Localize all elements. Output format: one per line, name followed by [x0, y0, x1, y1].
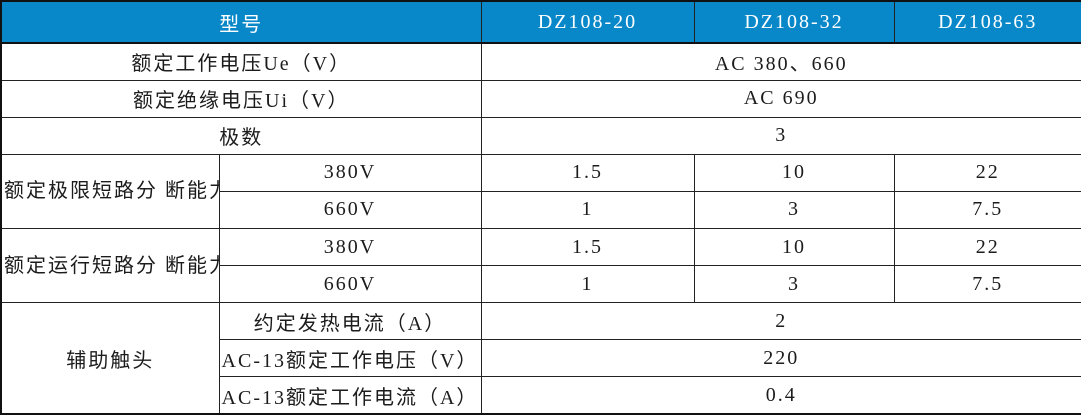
icu-group-label: 额定极限短路分 断能力Icu（kA）	[0, 153, 220, 229]
row-poles: 极数 3	[0, 116, 1081, 155]
ics-660v-dz108-20: 1	[480, 265, 695, 304]
row-aux-thermal-current: 辅助触头 约定发热电流（A） 2	[0, 302, 1081, 415]
header-model-label: 型号	[0, 0, 482, 44]
icu-380v-dz108-32: 10	[693, 153, 895, 192]
row-icu-380v: 额定极限短路分 断能力Icu（kA） 380V 1.5 10 22	[0, 153, 1081, 229]
ics-380v-dz108-63: 22	[893, 227, 1081, 267]
rated-insulation-voltage-value: AC 690	[480, 79, 1081, 118]
ics-380v-condition: 380V	[218, 227, 482, 267]
aux-ac13-voltage-label: AC-13额定工作电压（V）	[218, 339, 482, 378]
row-icu-660v: 660V 1 3 7.5	[1, 190, 1081, 229]
ics-660v-condition: 660V	[218, 265, 482, 304]
icu-660v-condition: 660V	[218, 190, 482, 229]
icu-660v-dz108-63: 7.5	[893, 190, 1081, 229]
ics-660v-dz108-63: 7.5	[893, 265, 1081, 304]
icu-660v-dz108-20: 1	[480, 190, 695, 229]
row-rated-working-voltage: 额定工作电压Ue（V） AC 380、660	[0, 42, 1081, 81]
row-aux-ac13-voltage: AC-13额定工作电压（V） 220	[1, 339, 1081, 378]
rated-insulation-voltage-label: 额定绝缘电压Ui（V）	[0, 79, 482, 118]
aux-ac13-current-label: AC-13额定工作电流（A）	[218, 376, 482, 415]
header-row: 型号 DZ108-20 DZ108-32 DZ108-63	[0, 0, 1081, 44]
aux-contact-group-label: 辅助触头	[0, 302, 220, 415]
aux-thermal-current-label: 约定发热电流（A）	[218, 302, 482, 341]
ics-group-label: 额定运行短路分 断能力Ics（kA）	[0, 227, 220, 304]
icu-380v-dz108-63: 22	[893, 153, 1081, 192]
ics-380v-dz108-32: 10	[693, 227, 895, 267]
rated-working-voltage-label: 额定工作电压Ue（V）	[0, 42, 482, 81]
aux-ac13-current-value: 0.4	[480, 376, 1081, 415]
ics-380v-dz108-20: 1.5	[480, 227, 695, 267]
icu-380v-dz108-20: 1.5	[480, 153, 695, 192]
poles-label: 极数	[0, 116, 482, 155]
header-model-dz108-20: DZ108-20	[480, 0, 695, 44]
icu-660v-dz108-32: 3	[693, 190, 895, 229]
header-model-dz108-63: DZ108-63	[893, 0, 1081, 44]
ics-660v-dz108-32: 3	[693, 265, 895, 304]
poles-value: 3	[480, 116, 1081, 155]
row-aux-ac13-current: AC-13额定工作电流（A） 0.4	[1, 376, 1081, 415]
aux-ac13-voltage-value: 220	[480, 339, 1081, 378]
icu-380v-condition: 380V	[218, 153, 482, 192]
header-model-dz108-32: DZ108-32	[693, 0, 895, 44]
row-ics-660v: 660V 1 3 7.5	[1, 265, 1081, 304]
row-ics-380v: 额定运行短路分 断能力Ics（kA） 380V 1.5 10 22	[0, 227, 1081, 304]
rated-working-voltage-value: AC 380、660	[480, 42, 1081, 81]
row-rated-insulation-voltage: 额定绝缘电压Ui（V） AC 690	[0, 79, 1081, 118]
aux-thermal-current-value: 2	[480, 302, 1081, 341]
